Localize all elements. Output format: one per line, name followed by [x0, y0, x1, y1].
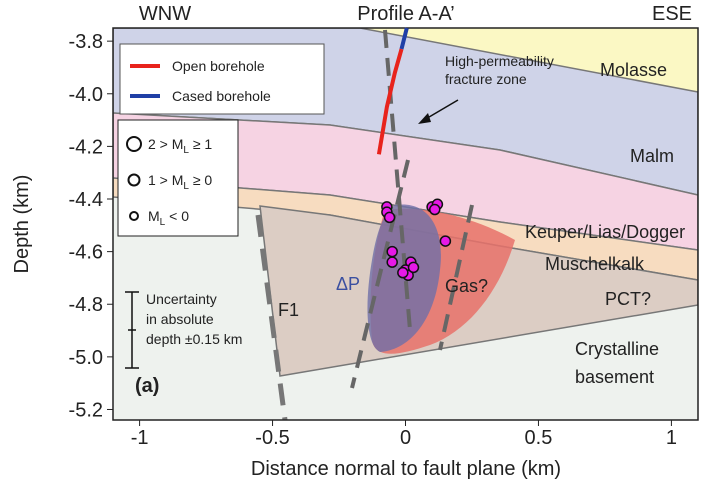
legend-label-part: L: [183, 145, 189, 156]
event: [439, 235, 452, 247]
x-tick-label: -0.5: [255, 427, 289, 449]
annotation: in absolute: [146, 311, 214, 327]
y-axis-title: Depth (km): [11, 175, 33, 274]
y-tick-label: -4.6: [69, 242, 103, 264]
annotation: ESE: [652, 3, 692, 25]
event: [386, 256, 398, 268]
y-tick-label: -4.2: [69, 136, 103, 158]
event: [407, 261, 420, 274]
legend-label-part: L: [183, 181, 189, 192]
molasse-layer: [113, 28, 698, 92]
borehole: [376, 48, 404, 155]
fault-line: [438, 204, 474, 351]
annotation: Keuper/Lias/Dogger: [525, 222, 685, 242]
y-tick-label: -4.0: [69, 84, 103, 106]
uncertainty-bar: [125, 291, 139, 369]
y-tick-label: -3.8: [69, 31, 103, 53]
legend-label: ML < 0: [148, 208, 189, 228]
legend-label-part: 1 > M: [148, 172, 183, 188]
y-tick-label: -5.0: [69, 347, 103, 369]
y-tick-label: -4.4: [69, 189, 103, 211]
legend-label-part: L: [160, 217, 166, 228]
chart-title: Profile A-A’: [357, 3, 454, 25]
legend-symbol: [129, 211, 139, 221]
legend-label: 1 > ML ≥ 0: [148, 172, 212, 192]
annotation: Crystalline: [575, 339, 659, 359]
x-tick-label: 0.5: [525, 427, 553, 449]
y-tick-label: -4.8: [69, 294, 103, 316]
y-tick-label: -5.2: [69, 399, 103, 421]
borehole: [399, 27, 409, 50]
annotation: PCT?: [605, 289, 651, 309]
annotation: Muschelkalk: [545, 254, 645, 274]
event: [386, 245, 398, 258]
legend-label: Open borehole: [172, 58, 265, 74]
legend-label-part: ≥ 1: [189, 136, 212, 152]
legend-label-part: 2 > M: [148, 136, 183, 152]
legend-box: [119, 43, 325, 115]
event: [383, 211, 396, 224]
legend-symbol: [127, 173, 141, 187]
legend-label-part: < 0: [165, 208, 189, 224]
annotation: High-permeability: [445, 53, 554, 69]
annotation: Uncertainty: [146, 291, 217, 307]
x-axis-title: Distance normal to fault plane (km): [251, 458, 561, 480]
annotation: fracture zone: [445, 71, 527, 87]
legend-label: 2 > ML ≥ 1: [148, 136, 212, 156]
x-tick-label: 0: [400, 427, 411, 449]
fault-f1: [255, 214, 288, 420]
panel-label: (a): [135, 375, 159, 397]
event: [397, 266, 409, 279]
annotation: Gas?: [445, 276, 488, 296]
arrow: [423, 99, 459, 121]
annotation: ΔP: [336, 274, 360, 294]
x-tick-label: 1: [666, 427, 677, 449]
annotation: basement: [575, 367, 654, 387]
layers: [113, 28, 698, 420]
legend-label: Cased borehole: [172, 88, 271, 104]
x-tick-label: -1: [131, 427, 149, 449]
annotation: Malm: [630, 146, 674, 166]
arrow-head: [418, 113, 431, 124]
fault-line: [350, 159, 410, 389]
legend-label-part: ≥ 0: [189, 172, 212, 188]
legend-symbol: [126, 136, 142, 152]
annotation: Molasse: [600, 60, 667, 80]
legend-label-part: M: [148, 208, 160, 224]
annotation: depth ±0.15 km: [146, 331, 242, 347]
event: [429, 203, 441, 216]
annotation: F1: [278, 300, 299, 320]
fault-line: [383, 29, 412, 331]
annotation: WNW: [139, 3, 191, 25]
